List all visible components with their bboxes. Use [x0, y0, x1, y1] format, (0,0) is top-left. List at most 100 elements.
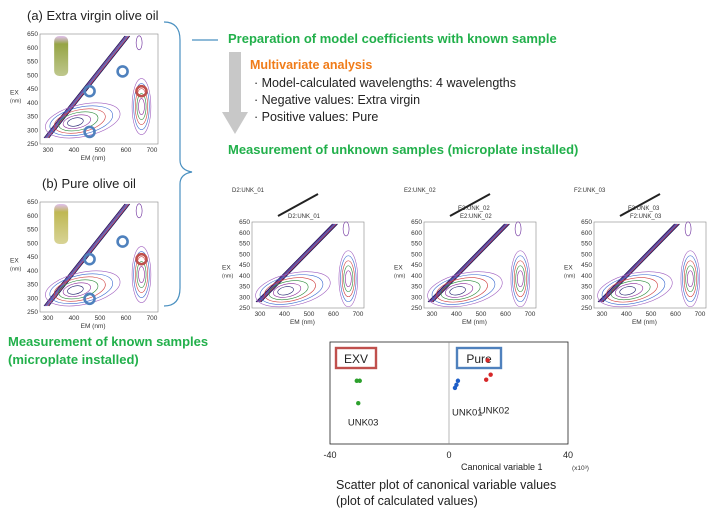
wavelength-marker-red — [135, 84, 148, 98]
y-tick-label: 400 — [239, 273, 250, 280]
scatter-line — [598, 223, 677, 303]
y-axis-label: EX — [394, 264, 403, 271]
y-tick-label: 550 — [411, 241, 422, 248]
contour-line — [62, 114, 91, 129]
contour-line — [136, 93, 147, 120]
x-tick-label: 40 — [563, 450, 573, 460]
y-tick-label: 500 — [411, 251, 422, 258]
panel-a-caption: (a) Extra virgin olive oil — [27, 8, 159, 23]
multivariate-title: Multivariate analysis — [250, 58, 373, 72]
contour-line — [49, 273, 113, 304]
contour-line — [135, 203, 143, 219]
well-label: D2:UNK_01 — [232, 188, 265, 194]
y-tick-label: 400 — [27, 268, 38, 275]
contour-line — [277, 286, 294, 296]
contour-line — [58, 279, 99, 300]
x-tick-label: 0 — [446, 450, 451, 460]
x-tick-label: 500 — [476, 311, 487, 318]
stacked-plot-diagonal — [619, 193, 661, 217]
scatter-line — [259, 223, 337, 303]
contour-line — [682, 255, 699, 303]
x-axis-label: EM (nm) — [81, 155, 106, 162]
scatter-line — [43, 35, 126, 139]
x-tick-label: 600 — [670, 311, 681, 318]
contour-plot-unk01: 650 600 550 500 450 400 350 300 250 300 400 500 600 7… — [222, 188, 365, 326]
y-tick-label: 500 — [239, 251, 250, 258]
contour-plot-unk02: 650 600 550 500 450 400 350 300 250 300 400 500 600 7… — [394, 188, 537, 326]
scatter-line — [428, 223, 507, 303]
scatter-point-unk02 — [485, 358, 490, 363]
y-axis-label: EX — [10, 258, 19, 265]
y-axis-label: EX — [564, 264, 573, 271]
multivariate-item-3: · Positive values: Pure — [254, 110, 379, 124]
contour-line — [58, 111, 99, 132]
process-arrow — [222, 52, 248, 134]
wavelength-marker-red — [135, 252, 148, 266]
prep-title: Preparation of model coefficients with k… — [228, 31, 557, 46]
contour-line — [45, 270, 121, 307]
series-label-unk03: UNK03 — [348, 418, 379, 429]
x-tick-label: -40 — [323, 450, 336, 460]
contour-line — [264, 277, 316, 303]
x-axis-label: EM (nm) — [462, 319, 487, 326]
x-tick-label: 600 — [121, 315, 132, 322]
scatter-point-unk02 — [483, 377, 489, 382]
x-axis-multiplier: (x10³) — [572, 465, 589, 472]
group-box-pure — [455, 346, 503, 370]
known-caption-line1: Measurement of known samples — [8, 334, 209, 349]
wavelength-marker — [83, 125, 96, 139]
contour-line — [255, 271, 331, 308]
scatter-line — [255, 223, 333, 303]
well-label: E2:UNK_02 — [404, 188, 436, 194]
y-tick-label: 650 — [27, 31, 38, 38]
contour-line — [67, 117, 84, 127]
contour-line — [138, 266, 145, 283]
contour-line — [427, 271, 503, 308]
panel-b-caption: (b) Pure olive oil — [42, 176, 136, 191]
y-tick-label: 450 — [27, 86, 38, 93]
known-caption-line2: (microplate installed) — [8, 352, 139, 367]
x-axis-label: EM (nm) — [632, 319, 657, 326]
contour-line — [687, 270, 694, 288]
y-axis-label: EX — [222, 264, 231, 271]
wavelength-marker — [83, 292, 96, 306]
y-tick-label: 300 — [27, 127, 38, 134]
scatter-point-unk03 — [357, 378, 362, 383]
y-tick-label: 650 — [239, 219, 250, 226]
series-label-unk02: UNK02 — [479, 405, 510, 416]
contour-line — [259, 274, 324, 305]
well-label: F2:UNK_03 — [628, 206, 660, 212]
well-label: F2:UNK_03 — [574, 188, 606, 194]
scatter-point-unk03 — [356, 401, 361, 406]
wavelength-marker — [116, 235, 129, 248]
contour-plot-a: 650 600 550 500 450 400 350 300 250 300 400 500 600 7… — [10, 31, 159, 162]
group-label-pure: Pure — [466, 352, 492, 366]
well-label: E2:UNK_02 — [458, 206, 490, 212]
series-label-unk01: UNK01 — [452, 407, 483, 418]
x-tick-label: 400 — [621, 311, 632, 318]
contour-line — [684, 221, 692, 237]
scatter-point-unk01 — [455, 378, 461, 383]
contour-line — [619, 286, 636, 296]
y-axis-unit: (nm) — [394, 273, 405, 279]
oil-sample-tube — [54, 204, 69, 244]
x-tick-label: 700 — [695, 311, 706, 318]
y-tick-label: 250 — [581, 305, 592, 312]
contour-line — [515, 265, 526, 293]
y-tick-label: 500 — [27, 240, 38, 247]
contour-line — [517, 270, 524, 288]
y-tick-label: 550 — [27, 227, 38, 234]
scatter-line — [601, 223, 679, 303]
y-tick-label: 550 — [27, 59, 38, 66]
contour-line — [685, 265, 696, 293]
x-tick-label: 300 — [43, 315, 54, 322]
y-tick-label: 650 — [581, 219, 592, 226]
y-tick-label: 300 — [411, 294, 422, 301]
contour-line — [131, 246, 152, 303]
scatter-line — [43, 203, 126, 307]
scatter-line — [427, 223, 505, 303]
wavelength-marker — [116, 65, 129, 78]
x-tick-label: 500 — [646, 311, 657, 318]
y-tick-label: 300 — [239, 294, 250, 301]
x-tick-label: 400 — [279, 311, 290, 318]
